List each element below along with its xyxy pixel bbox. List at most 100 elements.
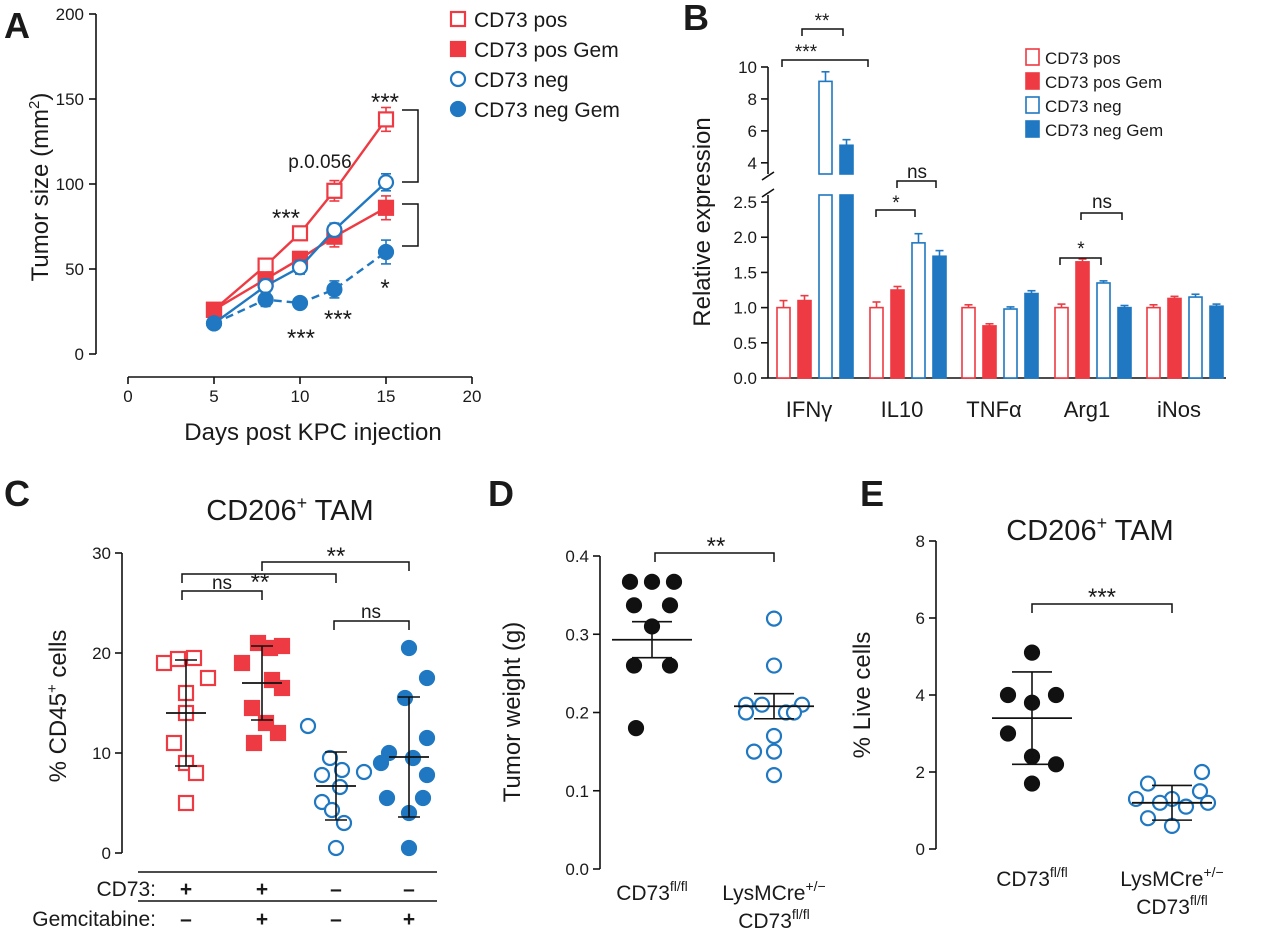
panel-c-point — [185, 649, 203, 667]
panel-d-point — [765, 657, 783, 674]
panel-a-legend-label-2: CD73 neg — [474, 69, 569, 92]
panel-d: D Tumor weight (g) 0.0 0.1 0.2 0.3 0.4 CD73f… — [488, 473, 826, 933]
panel-b-bar — [797, 299, 812, 379]
panel-a-x-tick-label: 20 — [463, 387, 482, 406]
panel-b-sig-arg1-1: * — [1077, 239, 1085, 260]
panel-e-point — [1177, 798, 1195, 815]
panel-e-category-label-2: CD73fl/fl — [1136, 892, 1208, 919]
panel-e-point — [1127, 790, 1145, 808]
panel-e-point — [1023, 644, 1041, 661]
panel-c-letter: C — [4, 473, 30, 514]
panel-c-point — [169, 650, 187, 668]
panel-d-point — [785, 704, 803, 721]
panel-b-legend-swatch-0 — [1025, 48, 1040, 66]
panel-c-y-tick-label: 30 — [92, 544, 111, 563]
panel-a-legend-marker-1 — [449, 40, 467, 58]
panel-c-point — [273, 637, 291, 655]
panel-e-y-tick-label: 6 — [916, 609, 925, 628]
panel-c: C CD206+ TAM % CD45+ cells 0 10 20 30 ns **… — [4, 473, 437, 931]
panel-c-point — [400, 839, 418, 857]
panel-a-sig-d15-top: *** — [371, 89, 399, 116]
panel-a-xlabel: Days post KPC injection — [184, 419, 441, 446]
panel-a-series — [205, 106, 395, 332]
panel-b-bar-lower — [839, 194, 854, 379]
panel-c-point — [245, 734, 263, 752]
panel-b-legend-swatch-3 — [1025, 120, 1040, 138]
panel-b-bar — [1167, 297, 1182, 379]
panel-b-axis-break-mark — [761, 171, 775, 181]
panel-b-bracket-arg1-1 — [1059, 257, 1102, 265]
panel-b-bracket-ifng-2 — [801, 28, 844, 36]
panel-a-y-tick-label: 100 — [56, 175, 84, 194]
panel-e-points: CD73fl/fl LysMCre+/−CD73fl/fl — [992, 644, 1224, 919]
panel-d-point — [737, 704, 755, 721]
panel-b-legend-label-3: CD73 neg Gem — [1045, 121, 1163, 140]
panel-b-y-tick-label: 1.0 — [733, 299, 757, 318]
panel-b-bar — [1146, 306, 1161, 379]
panel-a-point — [291, 225, 309, 242]
panel-d-point — [765, 766, 783, 784]
panel-b-bar — [890, 289, 905, 379]
panel-e-point — [999, 725, 1017, 742]
panel-a-point — [257, 291, 274, 308]
panel-e: E CD206+ TAM % Live cells 0 2 4 6 8 CD73fl/f… — [849, 473, 1224, 919]
panel-a-point — [326, 281, 343, 298]
panel-d-point — [745, 743, 763, 760]
panel-c-cond-cd73: – — [330, 878, 342, 901]
panel-d-category-label-2: CD73fl/fl — [738, 906, 810, 933]
panel-d-y-tick-label: 0.0 — [565, 860, 589, 879]
panel-c-points — [155, 634, 436, 857]
panel-b-category-label: Arg1 — [1064, 397, 1110, 422]
panel-b-y-tick-label: 4 — [748, 154, 757, 173]
panel-e-y-tick-label: 8 — [916, 532, 925, 551]
panel-c-point — [404, 749, 422, 767]
panel-e-point — [1047, 686, 1065, 704]
panel-c-point — [372, 754, 390, 772]
panel-a-legend-marker-2 — [449, 70, 467, 88]
panel-a-point — [377, 199, 395, 216]
panel-c-point — [418, 729, 436, 747]
panel-b-bar — [911, 242, 926, 379]
panel-d-axes: 0.0 0.1 0.2 0.3 0.4 — [565, 547, 601, 879]
panel-b-sig-arg1-2: ns — [1092, 192, 1112, 213]
panel-a-point — [205, 315, 223, 332]
panel-c-point — [199, 669, 217, 687]
panel-c-point — [331, 778, 349, 796]
panel-a-sig-d15-bottom: * — [380, 275, 389, 302]
panel-b-bar — [1117, 306, 1132, 379]
panel-b-bar — [839, 144, 854, 175]
panel-b-bar — [932, 255, 947, 379]
panel-c-point — [333, 761, 351, 779]
panel-e-y-tick-label: 4 — [916, 686, 925, 705]
panel-e-letter: E — [860, 473, 884, 514]
panel-a-point — [377, 174, 395, 191]
panel-a-point — [257, 277, 274, 295]
panel-c-axes: 0 10 20 30 — [92, 544, 123, 863]
panel-b-legend-swatch-2 — [1025, 96, 1040, 114]
panel-b-sig-il10-2: ns — [907, 162, 927, 183]
panel-b-bars: IFNγ IL10 TNFα Arg1 iNos — [776, 70, 1224, 422]
panel-d-y-tick-label: 0.4 — [565, 547, 589, 566]
panel-c-point — [355, 763, 373, 781]
panel-b-bar — [1075, 261, 1090, 379]
panel-b-y-tick-label: 0.0 — [733, 369, 757, 388]
panel-c-cond-cd73: + — [180, 878, 192, 901]
panel-c-point — [378, 789, 396, 807]
panel-a-y-tick-label: 200 — [56, 5, 84, 24]
panel-d-point — [665, 573, 683, 590]
panel-c-y-tick-label: 20 — [92, 644, 111, 663]
panel-b-legend-label-2: CD73 neg — [1045, 97, 1122, 116]
panel-c-cond-cd73: + — [256, 878, 268, 901]
panel-c-point — [323, 801, 341, 819]
panel-e-category-label: LysMCre+/− — [1120, 864, 1223, 891]
panel-a-legend-label-1: CD73 pos Gem — [474, 39, 619, 62]
panel-c-bracket-ns-2 — [333, 620, 410, 630]
panel-d-y-tick-label: 0.3 — [565, 625, 589, 644]
panel-c-sig-ns-1: ns — [212, 573, 232, 594]
panel-b-bracket-il10-2 — [896, 180, 937, 188]
panel-a-bracket-1 — [402, 109, 419, 183]
panel-b-category-label: IL10 — [881, 397, 924, 422]
panel-c-point — [187, 764, 205, 782]
panel-c-point — [418, 669, 436, 687]
panel-c-point — [269, 724, 287, 742]
